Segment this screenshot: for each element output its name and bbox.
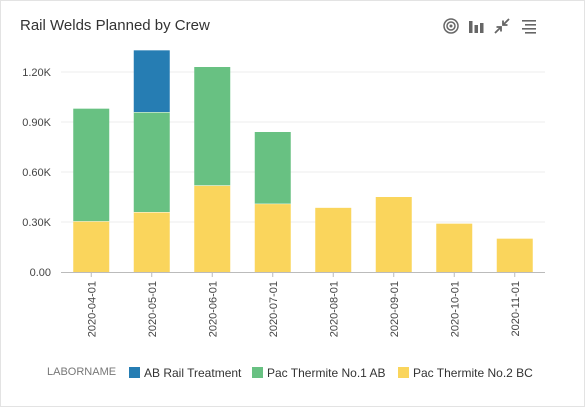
x-tick-label: 2020-09-01 <box>389 281 401 337</box>
bar-segment[interactable] <box>133 212 170 272</box>
bar-segment[interactable] <box>133 112 170 212</box>
legend-title: LABORNAME <box>47 366 117 378</box>
chart-toolbar <box>441 15 541 37</box>
bar-segment[interactable] <box>194 185 231 272</box>
legend-swatch <box>252 367 263 378</box>
bar-segment[interactable] <box>133 50 170 112</box>
legend-label: AB Rail Treatment <box>144 366 242 380</box>
x-tick-label: 2020-04-01 <box>86 281 98 337</box>
bar-segment[interactable] <box>315 207 352 272</box>
x-tick-label: 2020-06-01 <box>207 281 219 337</box>
legend-label: Pac Thermite No.1 AB <box>267 366 386 380</box>
bar-segment[interactable] <box>254 132 291 204</box>
bar-segment[interactable] <box>496 238 533 272</box>
x-tick-label: 2020-08-01 <box>328 281 340 337</box>
chart-title: Rail Welds Planned by Crew <box>20 17 210 34</box>
y-tick-label: 0.90K <box>22 117 51 129</box>
y-tick-label: 0.60K <box>22 167 51 179</box>
y-tick-label: 1.20K <box>22 67 51 79</box>
legend-label: Pac Thermite No.2 BC <box>413 366 533 380</box>
x-tick-label: 2020-10-01 <box>449 281 461 337</box>
collapse-icon[interactable] <box>492 15 512 37</box>
legend-swatch <box>129 367 140 378</box>
x-tick-label: 2020-07-01 <box>268 281 280 337</box>
x-tick-label: 2020-05-01 <box>147 281 159 337</box>
y-tick-label: 0.00 <box>30 267 51 279</box>
bar-segment[interactable] <box>73 108 110 222</box>
bar-segment[interactable] <box>436 223 473 272</box>
bar-chart-icon[interactable] <box>466 15 486 37</box>
bar-segment[interactable] <box>375 197 412 272</box>
stacked-bar-chart: 0.00 0.30K 0.60K 0.90K 1.20K 2020-04-01 2020-0… <box>22 50 545 337</box>
list-icon[interactable] <box>519 15 539 37</box>
x-tick-label: 2020-11-01 <box>510 281 522 336</box>
legend-swatch <box>398 367 409 378</box>
target-icon[interactable] <box>441 15 461 37</box>
y-tick-label: 0.30K <box>22 217 51 229</box>
bar-segment[interactable] <box>73 221 110 272</box>
bar-segment[interactable] <box>254 203 291 272</box>
bar-segment[interactable] <box>194 67 231 186</box>
